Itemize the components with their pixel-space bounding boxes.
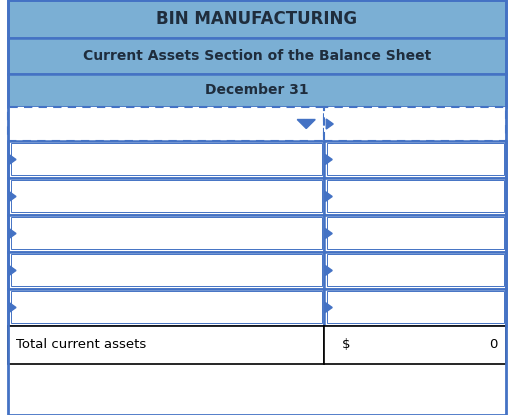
Text: December 31: December 31 — [205, 83, 309, 98]
Bar — [324, 178, 506, 215]
Polygon shape — [325, 229, 332, 239]
Bar — [327, 291, 504, 324]
Text: BIN MANUFACTURING: BIN MANUFACTURING — [156, 10, 358, 28]
Bar — [8, 141, 324, 178]
Bar — [324, 141, 506, 178]
Bar — [8, 0, 506, 38]
Polygon shape — [9, 229, 16, 239]
Text: $: $ — [342, 339, 351, 352]
Polygon shape — [9, 154, 16, 164]
Bar — [324, 107, 506, 141]
Bar — [327, 254, 504, 286]
Polygon shape — [325, 266, 332, 276]
Bar — [8, 74, 506, 107]
Polygon shape — [326, 119, 333, 129]
Bar — [8, 252, 324, 289]
Polygon shape — [9, 303, 16, 312]
Bar — [327, 217, 504, 249]
Polygon shape — [325, 303, 332, 312]
Bar — [324, 215, 506, 252]
Bar — [10, 181, 322, 212]
Bar — [10, 254, 322, 286]
Polygon shape — [297, 120, 315, 129]
Text: 0: 0 — [490, 339, 498, 352]
Bar — [324, 289, 506, 326]
Bar — [324, 326, 506, 364]
Polygon shape — [325, 191, 332, 202]
Bar — [8, 107, 324, 141]
Bar — [324, 252, 506, 289]
Bar — [10, 217, 322, 249]
Bar — [8, 289, 324, 326]
Bar — [327, 181, 504, 212]
Text: Total current assets: Total current assets — [16, 339, 146, 352]
Polygon shape — [9, 266, 16, 276]
Polygon shape — [9, 191, 16, 202]
Bar — [10, 291, 322, 324]
Bar — [8, 178, 324, 215]
Bar — [10, 144, 322, 176]
Bar — [8, 38, 506, 74]
Text: Current Assets Section of the Balance Sheet: Current Assets Section of the Balance Sh… — [83, 49, 431, 63]
Bar — [8, 326, 324, 364]
Polygon shape — [325, 154, 332, 164]
Bar — [8, 215, 324, 252]
Bar — [327, 144, 504, 176]
